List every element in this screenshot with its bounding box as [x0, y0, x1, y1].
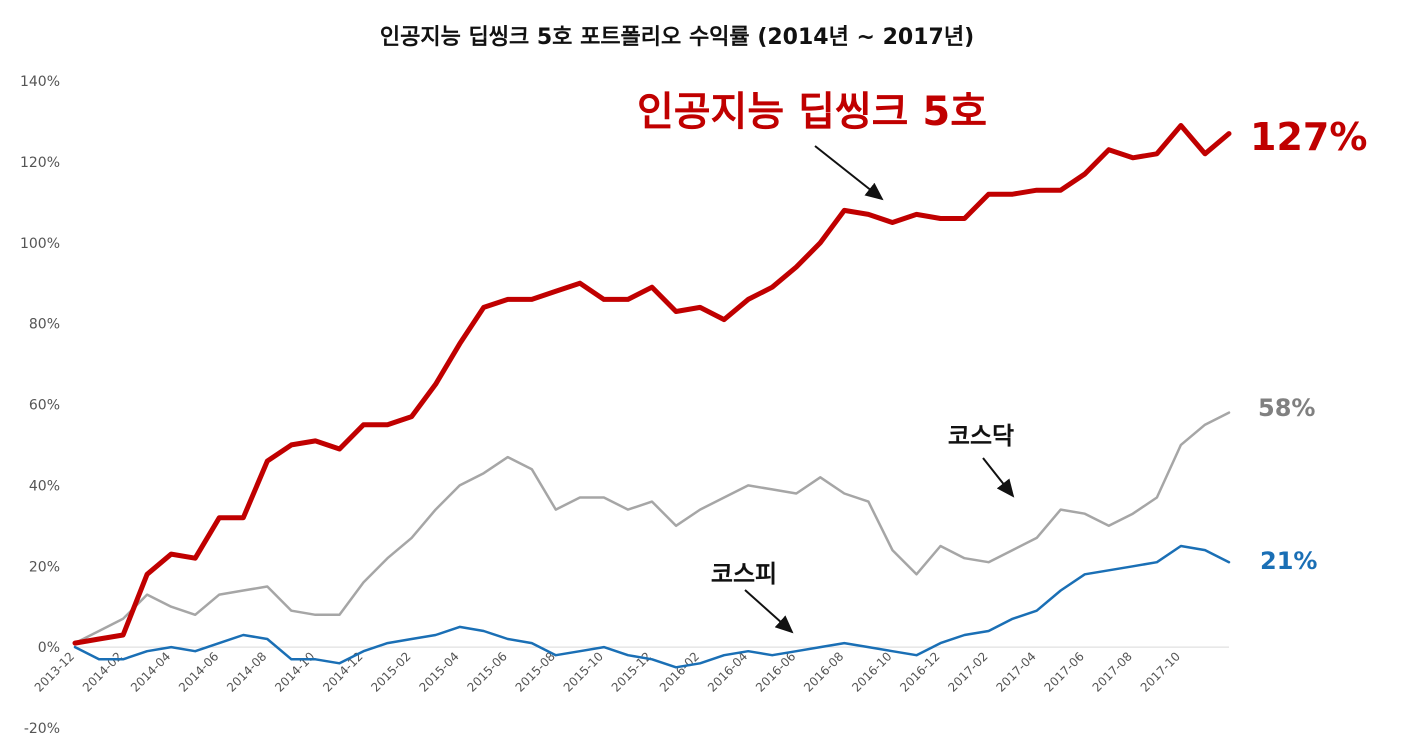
- y-tick-label: 140%: [20, 74, 60, 90]
- x-tick-label: 2015-06: [465, 649, 510, 694]
- annotation-arrows: [744, 145, 1015, 634]
- y-tick-label: -20%: [24, 721, 60, 737]
- y-tick-label: 120%: [20, 155, 60, 171]
- kosdaq-series-line: [73, 411, 1231, 645]
- x-tick-label: 2014-08: [224, 649, 269, 694]
- x-tick-label: 2013-12: [32, 649, 77, 694]
- x-tick-label: 2014-10: [272, 649, 317, 694]
- y-tick-label: 60%: [29, 398, 60, 414]
- y-tick-label: 40%: [29, 478, 60, 494]
- x-tick-label: 2017-02: [945, 649, 990, 694]
- kospi-series-line: [73, 544, 1231, 669]
- x-tick-label: 2017-08: [1090, 649, 1135, 694]
- x-tick-label: 2016-10: [849, 649, 894, 694]
- kospi-arrow: [744, 589, 794, 634]
- y-tick-label: 100%: [20, 236, 60, 252]
- x-tick-label: 2016-06: [753, 649, 798, 694]
- x-tick-label: 2017-10: [1138, 649, 1183, 694]
- main-series-label: 인공지능 딥씽크 5호: [637, 89, 987, 135]
- main-series-line: [72, 123, 1232, 646]
- kosdaq-label: 코스닥: [948, 422, 1014, 450]
- x-axis-ticks: 2013-12 2014-02 2014-04 2014-06 2014-08 2014-…: [32, 649, 1183, 694]
- main-end-value: 127%: [1250, 115, 1367, 159]
- kosdaq-arrow: [982, 457, 1015, 498]
- main-series-arrow: [814, 145, 884, 201]
- x-tick-label: 2016-02: [657, 649, 702, 694]
- x-tick-label: 2014-02: [80, 649, 125, 694]
- y-axis-ticks: -20% 0% 20% 40% 60% 80% 100% 120% 140%: [20, 74, 60, 737]
- x-tick-label: 2016-08: [801, 649, 846, 694]
- kosdaq-end-value: 58%: [1258, 394, 1315, 422]
- y-tick-label: 0%: [38, 640, 60, 656]
- x-tick-label: 2015-08: [513, 649, 558, 694]
- kospi-label: 코스피: [711, 560, 777, 588]
- y-tick-label: 80%: [29, 317, 60, 333]
- x-tick-label: 2015-02: [368, 649, 413, 694]
- chart-title: 인공지능 딥씽크 5호 포트폴리오 수익률 (2014년 ~ 2017년): [380, 25, 974, 50]
- series-lines: [72, 123, 1232, 669]
- x-tick-label: 2016-12: [897, 649, 942, 694]
- x-tick-label: 2017-06: [1042, 649, 1087, 694]
- x-tick-label: 2014-06: [176, 649, 221, 694]
- y-tick-label: 20%: [29, 559, 60, 575]
- x-tick-label: 2015-04: [416, 649, 461, 694]
- x-tick-label: 2016-04: [705, 649, 750, 694]
- kospi-end-value: 21%: [1260, 547, 1317, 575]
- x-tick-label: 2014-12: [320, 649, 365, 694]
- x-tick-label: 2017-04: [993, 649, 1038, 694]
- x-tick-label: 2015-10: [561, 649, 606, 694]
